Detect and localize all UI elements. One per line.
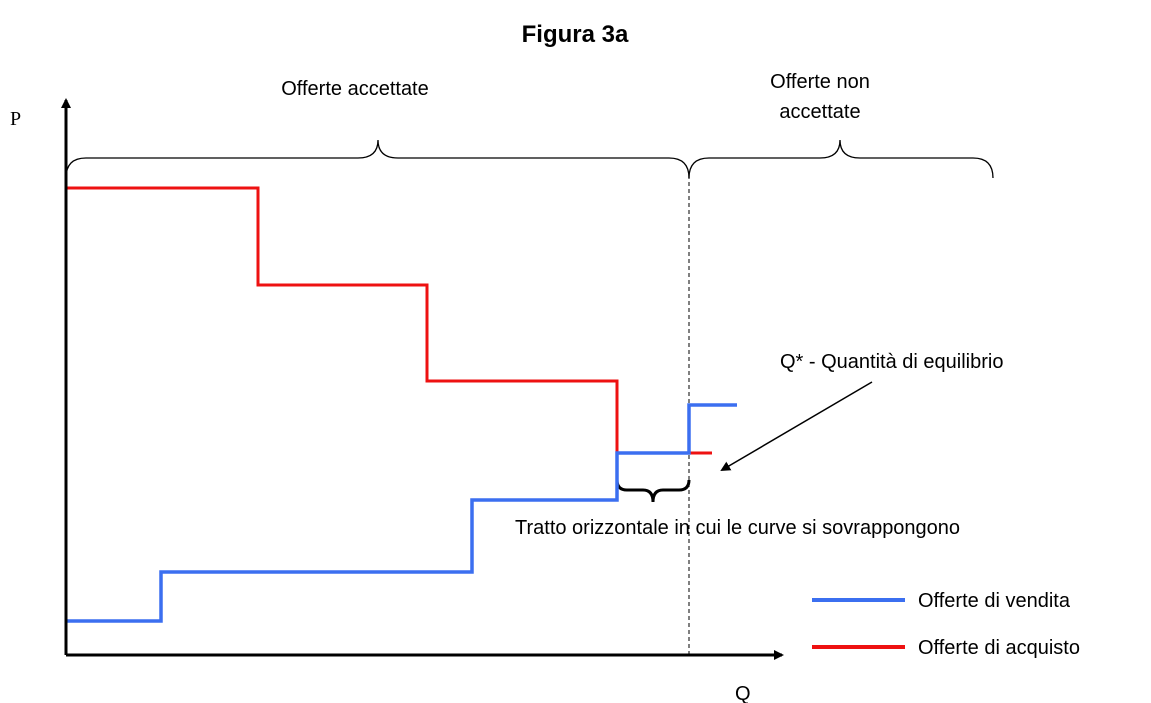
legend-label: Offerte di vendita bbox=[918, 590, 1071, 612]
x-axis-label: Q bbox=[735, 683, 751, 703]
annotation: Q* - Quantità di equilibrio bbox=[780, 351, 1003, 373]
braces bbox=[65, 139, 994, 503]
supply-curve bbox=[66, 403, 737, 623]
region-label: Offerte non bbox=[770, 71, 870, 93]
brace bbox=[65, 139, 690, 179]
region-label: accettate bbox=[779, 101, 860, 123]
title: Figura 3a bbox=[522, 21, 629, 48]
brace bbox=[688, 139, 994, 179]
annotation-arrow bbox=[720, 381, 873, 472]
y-axis-label: P bbox=[10, 108, 21, 130]
demand-curve bbox=[66, 186, 712, 455]
annotation: Tratto orizzontale in cui le curve si so… bbox=[515, 517, 960, 539]
legend-label: Offerte di acquisto bbox=[918, 637, 1080, 659]
region-label: Offerte accettate bbox=[281, 78, 429, 100]
brace bbox=[615, 479, 691, 503]
